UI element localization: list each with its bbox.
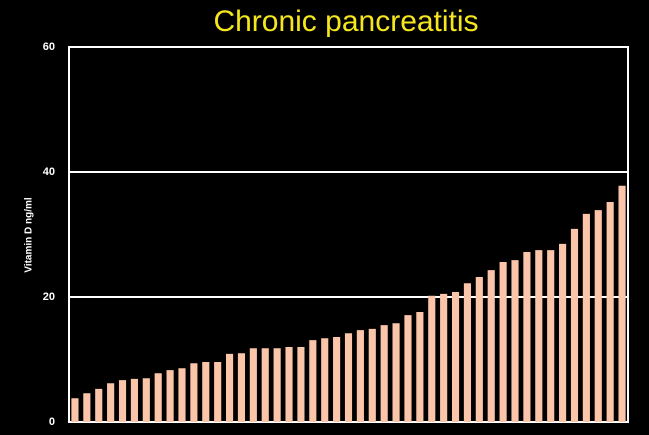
bar: [249, 348, 257, 422]
bar: [416, 312, 424, 422]
y-tick-label: 0: [49, 416, 55, 428]
bar: [356, 330, 364, 422]
bar: [380, 325, 388, 422]
bar: [547, 250, 555, 422]
bar: [166, 370, 174, 422]
bar: [321, 338, 329, 422]
y-tick-label: 40: [43, 166, 55, 178]
bar: [71, 398, 79, 422]
bar: [107, 383, 115, 422]
bar: [297, 347, 305, 422]
bar: [392, 323, 400, 422]
bar: [202, 362, 210, 422]
bar: [606, 202, 614, 422]
bar: [333, 337, 341, 422]
bar: [309, 340, 317, 422]
bar: [83, 393, 91, 422]
bar: [95, 388, 103, 422]
bar: [440, 293, 448, 422]
bar: [142, 378, 150, 422]
bar: [273, 348, 281, 422]
bar: [451, 292, 460, 422]
bar: [130, 378, 138, 422]
bar: [225, 353, 234, 422]
bar: [404, 315, 412, 422]
bar: [535, 250, 543, 422]
bar: [618, 185, 626, 422]
bar: [154, 373, 162, 422]
bar: [190, 363, 198, 422]
bar: [237, 353, 246, 422]
bar: [118, 380, 127, 422]
bar: [178, 368, 186, 422]
bar: [475, 277, 483, 422]
chart-title: Chronic pancreatitis: [213, 5, 478, 38]
bar: [428, 295, 436, 422]
y-tick-label: 60: [43, 41, 55, 53]
bar: [511, 260, 519, 422]
bar: [594, 210, 602, 422]
bar: [499, 262, 507, 422]
bar: [582, 213, 590, 422]
bar: [214, 362, 222, 422]
bar: [559, 243, 567, 422]
bar: [487, 270, 495, 422]
y-axis-label: Vitamin D ng/ml: [24, 197, 35, 273]
bar: [463, 283, 472, 422]
bar: [344, 333, 353, 422]
bar: [570, 228, 579, 422]
bar: [523, 252, 531, 422]
bar: [261, 348, 269, 422]
bar: [368, 328, 376, 422]
y-tick-label: 20: [43, 291, 55, 303]
bar: [285, 347, 293, 422]
